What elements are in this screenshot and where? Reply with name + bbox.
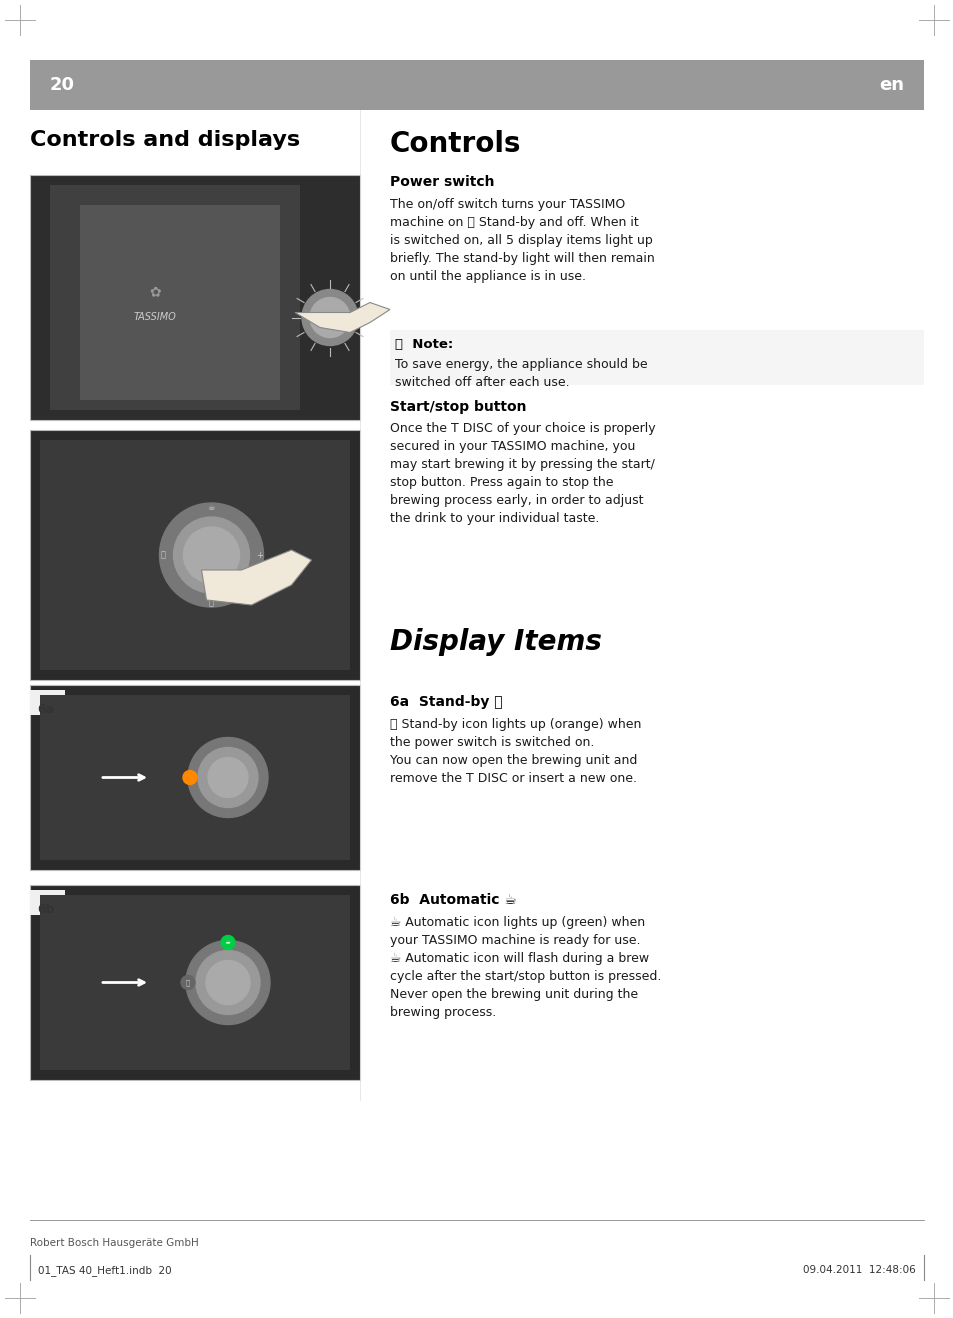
Circle shape — [302, 290, 357, 345]
Text: en: en — [878, 76, 903, 94]
Polygon shape — [294, 303, 390, 332]
FancyBboxPatch shape — [308, 301, 334, 312]
Text: 01_TAS 40_Heft1.indb  20: 01_TAS 40_Heft1.indb 20 — [38, 1265, 172, 1276]
Bar — [40, 695, 350, 861]
Circle shape — [159, 503, 263, 608]
Text: The on/off switch turns your TASSIMO
machine on ⏻ Stand-by and off. When it
is s: The on/off switch turns your TASSIMO mac… — [390, 198, 654, 283]
Bar — [30, 61, 923, 109]
Text: ⏻ Stand-by icon lights up (orange) when
the power switch is switched on.
You can: ⏻ Stand-by icon lights up (orange) when … — [390, 718, 640, 786]
Text: ⏻: ⏻ — [186, 979, 190, 986]
Text: ☕ Automatic icon lights up (green) when
your TASSIMO machine is ready for use.
☕: ☕ Automatic icon lights up (green) when … — [390, 916, 660, 1019]
Text: To save energy, the appliance should be
switched off after each use.: To save energy, the appliance should be … — [395, 358, 647, 389]
Circle shape — [181, 975, 194, 990]
Text: Display Items: Display Items — [390, 627, 601, 656]
Text: 20: 20 — [50, 76, 75, 94]
Text: Start/stop button: Start/stop button — [390, 399, 526, 414]
Text: ☕: ☕ — [208, 502, 215, 511]
Bar — [30, 430, 359, 680]
Bar — [30, 175, 359, 420]
Bar — [80, 206, 280, 399]
Bar — [390, 330, 923, 385]
Text: ⏻: ⏻ — [209, 598, 213, 608]
Text: ☕: ☕ — [225, 940, 231, 945]
Text: 09.04.2011  12:48:06: 09.04.2011 12:48:06 — [802, 1265, 915, 1275]
Bar — [30, 890, 65, 915]
Circle shape — [186, 941, 270, 1024]
Text: Robert Bosch Hausgeräte GmbH: Robert Bosch Hausgeräte GmbH — [30, 1238, 198, 1248]
Circle shape — [195, 950, 260, 1015]
Circle shape — [183, 771, 196, 784]
Text: Once the T DISC of your choice is properly
secured in your TASSIMO machine, you
: Once the T DISC of your choice is proper… — [390, 422, 655, 525]
Text: ⏻: ⏻ — [161, 551, 166, 560]
Text: 6b  Automatic ☕: 6b Automatic ☕ — [390, 894, 517, 907]
Text: TASSIMO: TASSIMO — [133, 312, 176, 323]
Polygon shape — [201, 550, 312, 605]
Bar — [40, 440, 350, 670]
Bar — [30, 685, 359, 870]
Bar — [30, 691, 65, 714]
Circle shape — [221, 936, 234, 949]
Circle shape — [188, 738, 268, 817]
Text: 6a  Stand-by ⏻: 6a Stand-by ⏻ — [390, 695, 502, 709]
Circle shape — [206, 961, 250, 1004]
Text: 6a: 6a — [37, 702, 54, 716]
Text: Power switch: Power switch — [390, 175, 494, 188]
Text: Controls: Controls — [390, 130, 521, 158]
Text: +: + — [255, 551, 263, 560]
Text: ✿: ✿ — [149, 286, 161, 299]
Circle shape — [310, 298, 350, 337]
Circle shape — [173, 517, 250, 593]
Text: ⓘ  Note:: ⓘ Note: — [395, 337, 453, 351]
Text: 6b: 6b — [37, 903, 54, 916]
Circle shape — [208, 758, 248, 797]
Text: Controls and displays: Controls and displays — [30, 130, 300, 150]
Bar — [40, 895, 350, 1070]
Circle shape — [198, 747, 257, 808]
Bar — [50, 185, 299, 410]
Circle shape — [183, 527, 239, 583]
Bar — [30, 884, 359, 1079]
